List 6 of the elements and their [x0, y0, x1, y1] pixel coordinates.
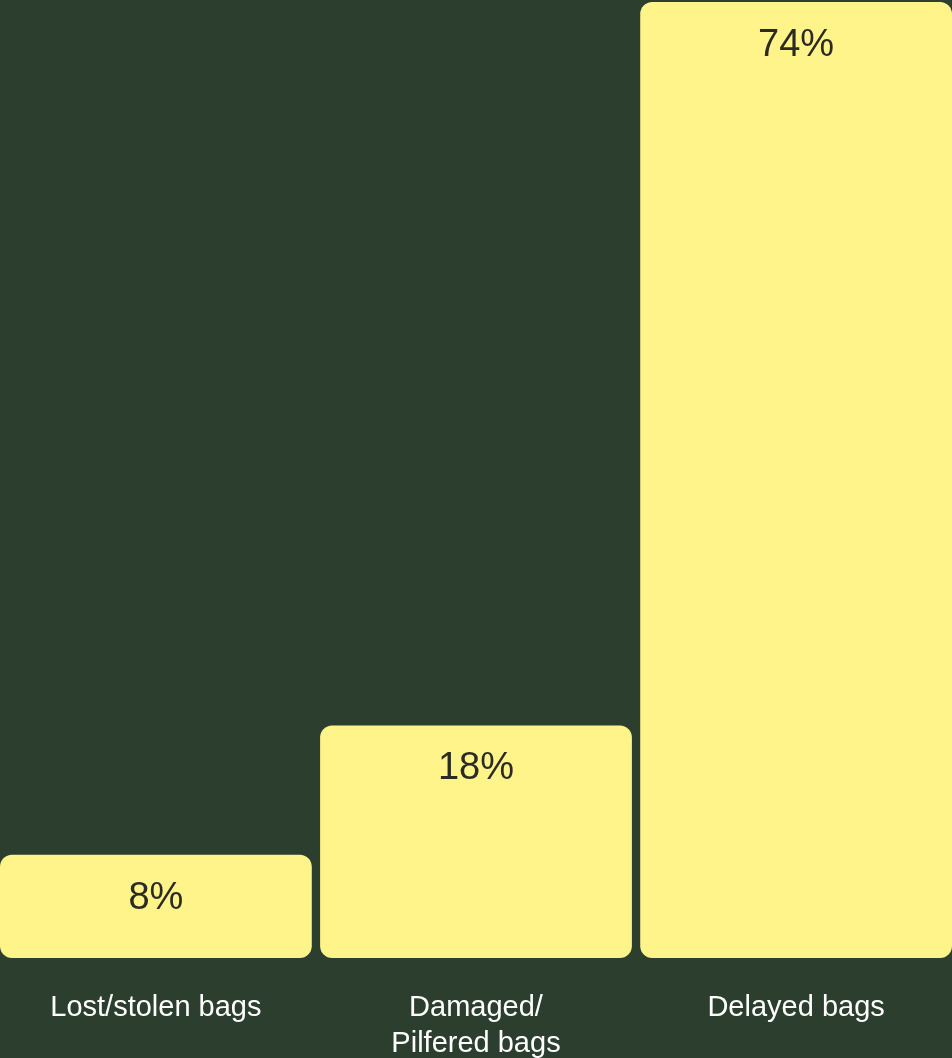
data-label: 74%	[758, 22, 835, 64]
x-tick-label: Lost/stolen bags	[50, 990, 262, 1022]
x-tick-label: Damaged/ Pilfered bags	[391, 990, 561, 1058]
data-label: 8%	[128, 874, 184, 917]
x-tick-label: Delayed bags	[707, 990, 885, 1022]
data-label: 18%	[437, 745, 515, 788]
